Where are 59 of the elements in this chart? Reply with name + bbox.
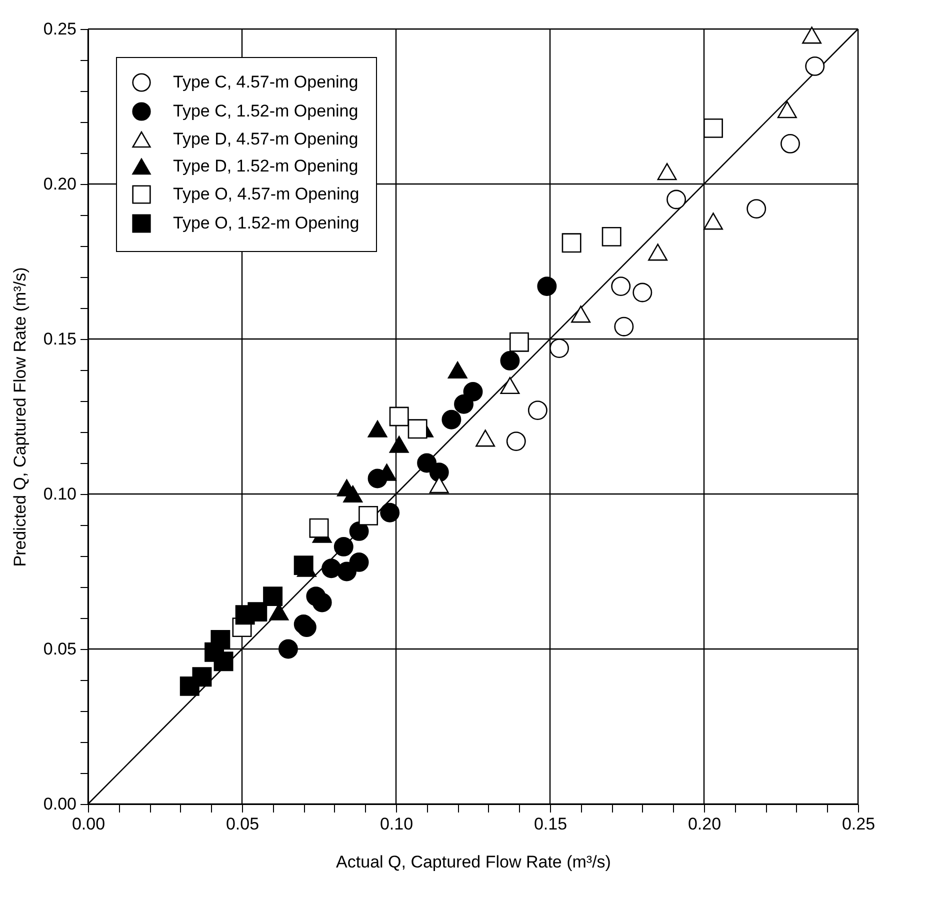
y-tick-label: 0.20: [43, 174, 76, 194]
y-axis-title: Predicted Q, Captured Flow Rate (m³/s): [10, 267, 30, 567]
point: [294, 556, 314, 576]
point: [380, 502, 400, 522]
point: [309, 518, 329, 538]
point: [500, 350, 520, 370]
legend-label: Type O, 1.52-m Opening: [173, 214, 360, 232]
point: [235, 605, 255, 625]
point: [442, 410, 462, 430]
point: [500, 376, 520, 394]
point: [429, 462, 449, 482]
point: [537, 276, 557, 296]
point: [389, 406, 409, 426]
x-axis-title: Actual Q, Captured Flow Rate (m³/s): [336, 852, 611, 872]
point: [802, 26, 822, 44]
point: [509, 332, 529, 352]
point: [334, 536, 354, 556]
point: [343, 485, 363, 503]
point: [214, 652, 234, 672]
point: [358, 506, 378, 526]
point: [263, 586, 283, 606]
point: [448, 361, 468, 379]
point: [278, 639, 298, 659]
point: [322, 558, 342, 578]
x-tick-label: 0.05: [226, 814, 260, 834]
legend-label: Type C, 4.57-m Opening: [173, 72, 358, 92]
point: [777, 101, 797, 118]
y-tick-label: 0.10: [43, 484, 76, 504]
point: [349, 552, 369, 572]
point: [349, 521, 369, 541]
point: [368, 420, 388, 438]
x-tick-label: 0.15: [534, 814, 568, 834]
point: [571, 306, 591, 323]
y-tick-label: 0.05: [43, 640, 76, 658]
point: [454, 394, 474, 414]
legend-label: Type C, 1.52-m Opening: [173, 102, 358, 120]
point: [389, 436, 409, 453]
legend-label: Type O, 4.57-m Opening: [173, 184, 360, 204]
point: [476, 430, 496, 447]
point: [180, 676, 200, 696]
y-tick-label: 0.25: [43, 20, 76, 38]
point: [648, 244, 668, 261]
x-tick-label: 0.10: [380, 814, 414, 834]
point: [562, 233, 582, 253]
point: [429, 476, 449, 494]
point: [408, 419, 428, 439]
point: [306, 586, 326, 606]
point: [657, 163, 677, 180]
point: [704, 212, 723, 230]
legend-label: Type D, 4.57-m Opening: [173, 130, 358, 148]
y-tick-label: 0.15: [43, 330, 76, 348]
y-tick-label: 0.00: [43, 794, 76, 814]
point: [336, 562, 356, 582]
x-tick-label: 0.20: [688, 814, 722, 834]
x-tick-label: 0.25: [842, 814, 876, 834]
point: [805, 56, 825, 76]
legend-label: Type D, 1.52-m Opening: [173, 156, 358, 176]
x-tick-label: 0.00: [72, 814, 106, 834]
point: [294, 614, 314, 634]
